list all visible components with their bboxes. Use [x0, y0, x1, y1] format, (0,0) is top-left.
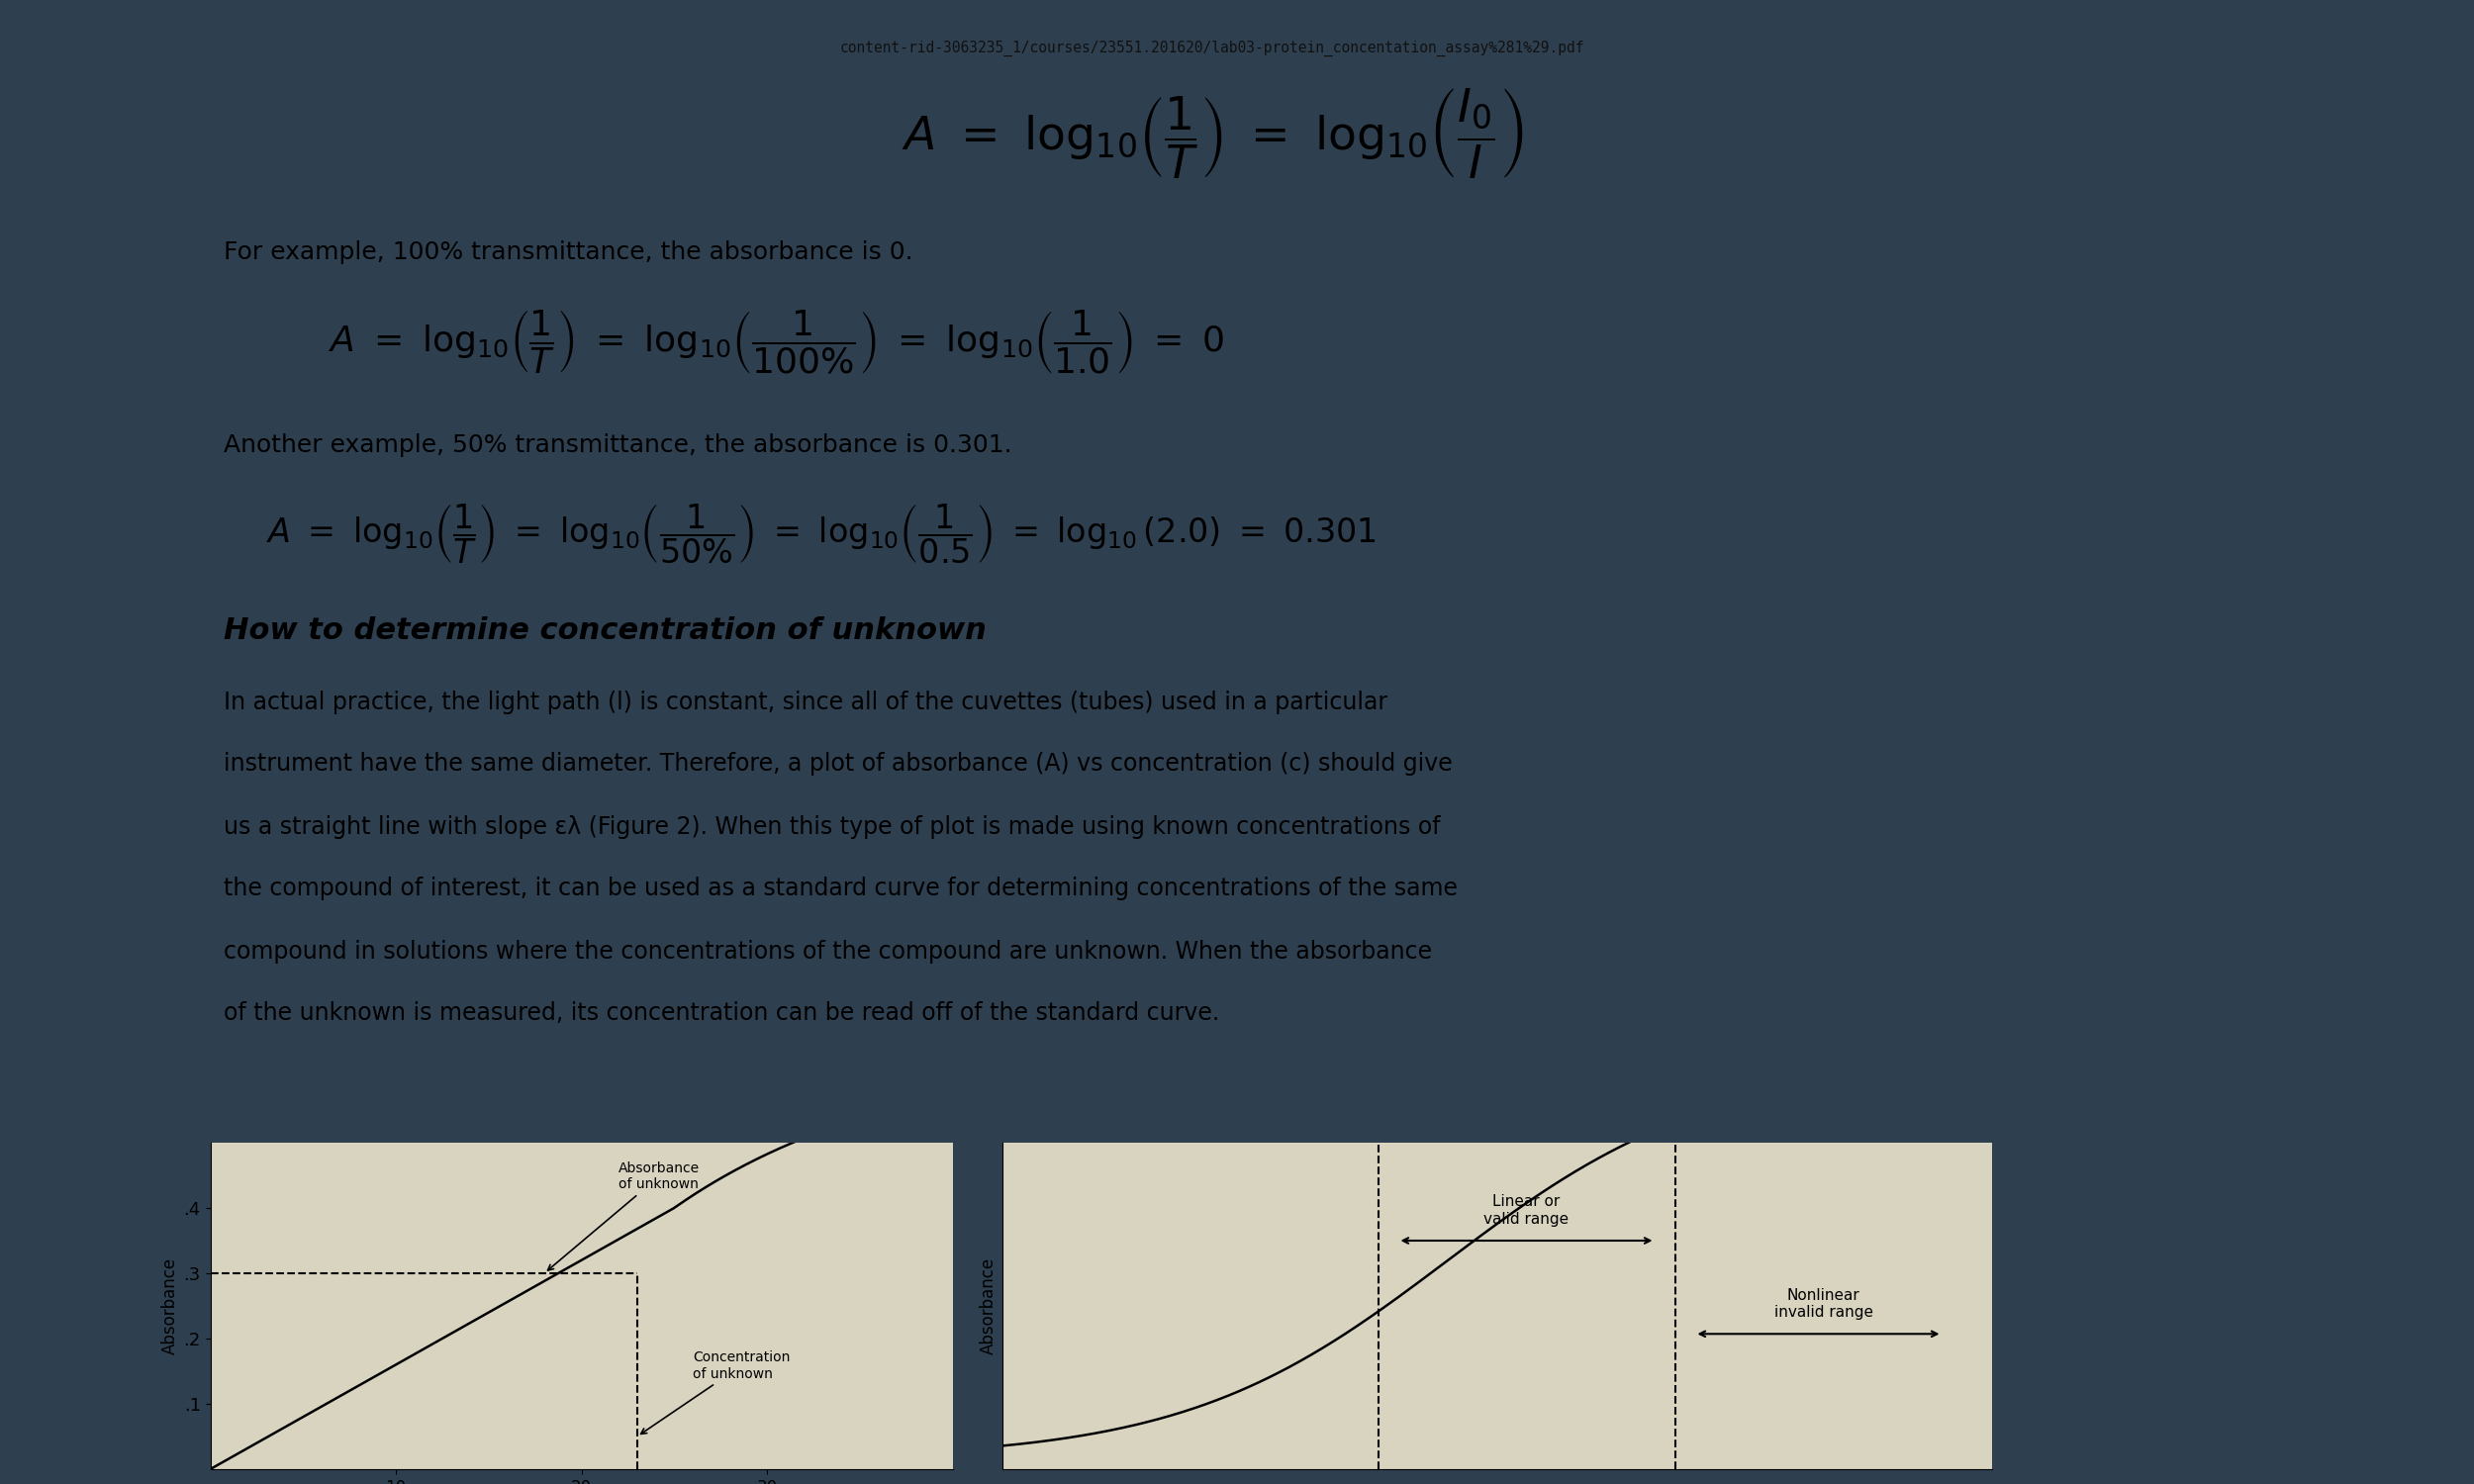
Text: How to determine concentration of unknown: How to determine concentration of unknow…	[225, 616, 987, 646]
Text: of the unknown is measured, its concentration can be read off of the standard cu: of the unknown is measured, its concentr…	[225, 1002, 1220, 1025]
Text: Linear or
valid range: Linear or valid range	[1484, 1195, 1569, 1227]
Text: compound in solutions where the concentrations of the compound are unknown. When: compound in solutions where the concentr…	[225, 939, 1432, 963]
Text: $A \ = \ \log_{10}\!\left(\dfrac{1}{T}\right) \ = \ \log_{10}\!\left(\dfrac{I_0}: $A \ = \ \log_{10}\!\left(\dfrac{1}{T}\r…	[901, 86, 1524, 181]
Text: us a straight line with slope ελ (Figure 2). When this type of plot is made usin: us a straight line with slope ελ (Figure…	[225, 815, 1440, 838]
Text: Concentration
of unknown: Concentration of unknown	[641, 1350, 789, 1434]
Text: Absorbance
of unknown: Absorbance of unknown	[547, 1162, 700, 1270]
Text: Nonlinear
invalid range: Nonlinear invalid range	[1774, 1288, 1873, 1319]
Text: $A \ = \ \log_{10}\!\left(\dfrac{1}{T}\right) \ = \ \log_{10}\!\left(\dfrac{1}{5: $A \ = \ \log_{10}\!\left(\dfrac{1}{T}\r…	[267, 503, 1376, 565]
Text: In actual practice, the light path (l) is constant, since all of the cuvettes (t: In actual practice, the light path (l) i…	[225, 690, 1388, 714]
Text: $A \ = \ \log_{10}\!\left(\dfrac{1}{T}\right) \ = \ \log_{10}\!\left(\dfrac{1}{1: $A \ = \ \log_{10}\!\left(\dfrac{1}{T}\r…	[329, 307, 1225, 375]
Text: instrument have the same diameter. Therefore, a plot of absorbance (A) vs concen: instrument have the same diameter. There…	[225, 752, 1452, 776]
Text: content-rid-3063235_1/courses/23551.201620/lab03-protein_concentation_assay%281%: content-rid-3063235_1/courses/23551.2016…	[841, 40, 1586, 56]
Y-axis label: Absorbance: Absorbance	[161, 1257, 181, 1355]
Y-axis label: Absorbance: Absorbance	[980, 1257, 997, 1355]
Text: the compound of interest, it can be used as a standard curve for determining con: the compound of interest, it can be used…	[225, 877, 1457, 901]
Text: Another example, 50% transmittance, the absorbance is 0.301.: Another example, 50% transmittance, the …	[225, 433, 1012, 457]
Text: For example, 100% transmittance, the absorbance is 0.: For example, 100% transmittance, the abs…	[225, 240, 913, 264]
